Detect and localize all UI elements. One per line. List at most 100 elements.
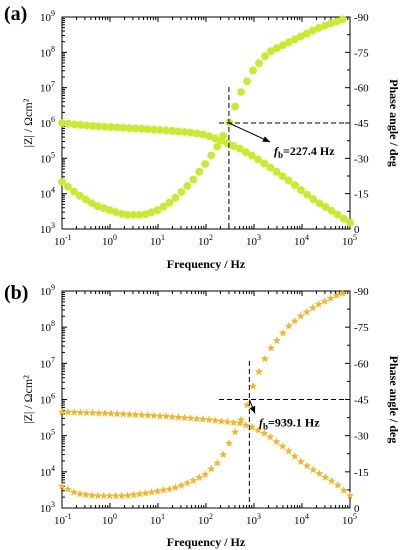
x-tick-label: 101	[150, 512, 165, 527]
y-left-tick-label: 109	[40, 9, 55, 24]
data-point-impedance	[235, 144, 244, 153]
data-point-phase	[76, 191, 84, 200]
data-point-phase	[171, 193, 180, 202]
data-point-impedance	[278, 172, 287, 181]
tick-base: 10	[342, 515, 354, 527]
chart-panel-a: (a)10-1 100 101 102 103 104 105103104105106107…	[4, 3, 401, 271]
data-point-phase	[302, 307, 311, 316]
data-point-impedance	[168, 412, 177, 421]
y-left-axis-label: |Z| / Ωcm²	[21, 375, 35, 424]
data-point-phase	[219, 450, 228, 459]
data-point-impedance	[315, 199, 324, 208]
data-point-impedance	[248, 151, 256, 160]
data-point-phase	[243, 77, 251, 86]
data-point-phase	[171, 483, 180, 491]
x-tick-label: 102	[198, 233, 213, 248]
data-point-phase	[58, 177, 66, 186]
data-point-phase	[195, 473, 204, 481]
y-left-tick-label: 108	[40, 44, 55, 59]
data-point-impedance	[266, 432, 275, 441]
data-point-phase	[278, 41, 287, 50]
data-point-impedance	[254, 425, 263, 434]
tick-base: 10	[40, 431, 52, 443]
y-right-tick-label: 0	[354, 503, 360, 515]
x-tick-label: 101	[150, 233, 165, 248]
series-impedance	[58, 407, 354, 500]
data-point-impedance	[327, 476, 336, 485]
tick-exponent: 5	[51, 428, 55, 437]
tick-base: 10	[40, 47, 52, 59]
x-tick-label: 105	[342, 512, 357, 527]
tick-exponent: 5	[353, 233, 357, 242]
data-point-phase	[225, 439, 234, 447]
y-right-axis-label: Phase angle / deg	[387, 356, 401, 444]
tick-base: 10	[102, 515, 114, 527]
tick-exponent: 2	[209, 512, 213, 521]
data-point-phase	[99, 491, 108, 500]
annot-prefix: f	[274, 144, 279, 158]
tick-exponent: 0	[113, 512, 117, 521]
data-point-phase	[326, 294, 335, 302]
tick-base: 10	[294, 515, 306, 527]
data-point-phase	[70, 187, 78, 196]
y-right-axis-label: Phase angle / deg	[387, 79, 401, 167]
data-point-phase	[165, 485, 174, 493]
y-right-tick-label: -60	[354, 358, 369, 370]
data-point-phase	[231, 427, 240, 436]
tick-base: 10	[40, 153, 52, 165]
data-point-impedance	[113, 409, 122, 418]
tick-exponent: 1	[161, 512, 165, 521]
panel-label: (a)	[4, 3, 27, 25]
x-tick-label: 100	[102, 233, 117, 248]
data-point-phase	[290, 316, 299, 325]
data-point-phase	[87, 199, 96, 208]
data-point-phase	[272, 336, 281, 345]
data-point-impedance	[58, 407, 66, 416]
data-point-phase	[255, 367, 263, 376]
data-point-phase	[81, 195, 90, 204]
tick-base: 10	[342, 236, 354, 248]
tick-base: 10	[40, 286, 52, 298]
y-right-tick-label: -75	[354, 322, 369, 334]
data-point-impedance	[278, 442, 287, 450]
data-point-phase	[159, 486, 168, 494]
y-left-tick-label: 104	[40, 464, 55, 479]
panel-label: (b)	[4, 282, 28, 304]
data-point-impedance	[327, 206, 336, 215]
x-tick-label: 100	[102, 512, 117, 527]
data-point-phase	[213, 142, 222, 151]
data-point-impedance	[217, 417, 226, 425]
data-point-phase	[141, 489, 150, 497]
data-point-impedance	[162, 412, 171, 420]
tick-base: 10	[102, 236, 114, 248]
y-right-tick-label: -30	[354, 431, 369, 443]
annot-subscript: b	[278, 150, 283, 160]
data-point-phase	[201, 470, 210, 479]
data-point-impedance	[272, 437, 281, 446]
tick-base: 10	[54, 236, 66, 248]
data-point-impedance	[94, 409, 103, 417]
data-point-impedance	[296, 457, 305, 466]
y-right-tick-label: -30	[354, 153, 369, 165]
data-point-phase	[249, 381, 258, 390]
y-left-tick-label: 108	[40, 319, 55, 334]
data-point-impedance	[64, 407, 73, 416]
data-point-phase	[261, 52, 269, 61]
data-point-impedance	[174, 413, 183, 421]
data-point-phase	[183, 182, 192, 190]
data-point-phase	[123, 491, 132, 499]
data-point-impedance	[309, 465, 318, 474]
fb-arrow-head	[262, 136, 270, 142]
data-point-phase	[177, 188, 186, 196]
data-point-impedance	[76, 408, 85, 416]
data-point-phase	[338, 15, 347, 24]
tick-exponent: 3	[257, 512, 261, 521]
data-point-impedance	[82, 408, 91, 417]
tick-exponent: 4	[305, 512, 309, 521]
data-point-impedance	[339, 486, 348, 494]
tick-exponent: 4	[305, 233, 309, 242]
data-point-impedance	[198, 415, 207, 423]
data-point-impedance	[333, 481, 342, 489]
data-point-impedance	[241, 421, 250, 429]
